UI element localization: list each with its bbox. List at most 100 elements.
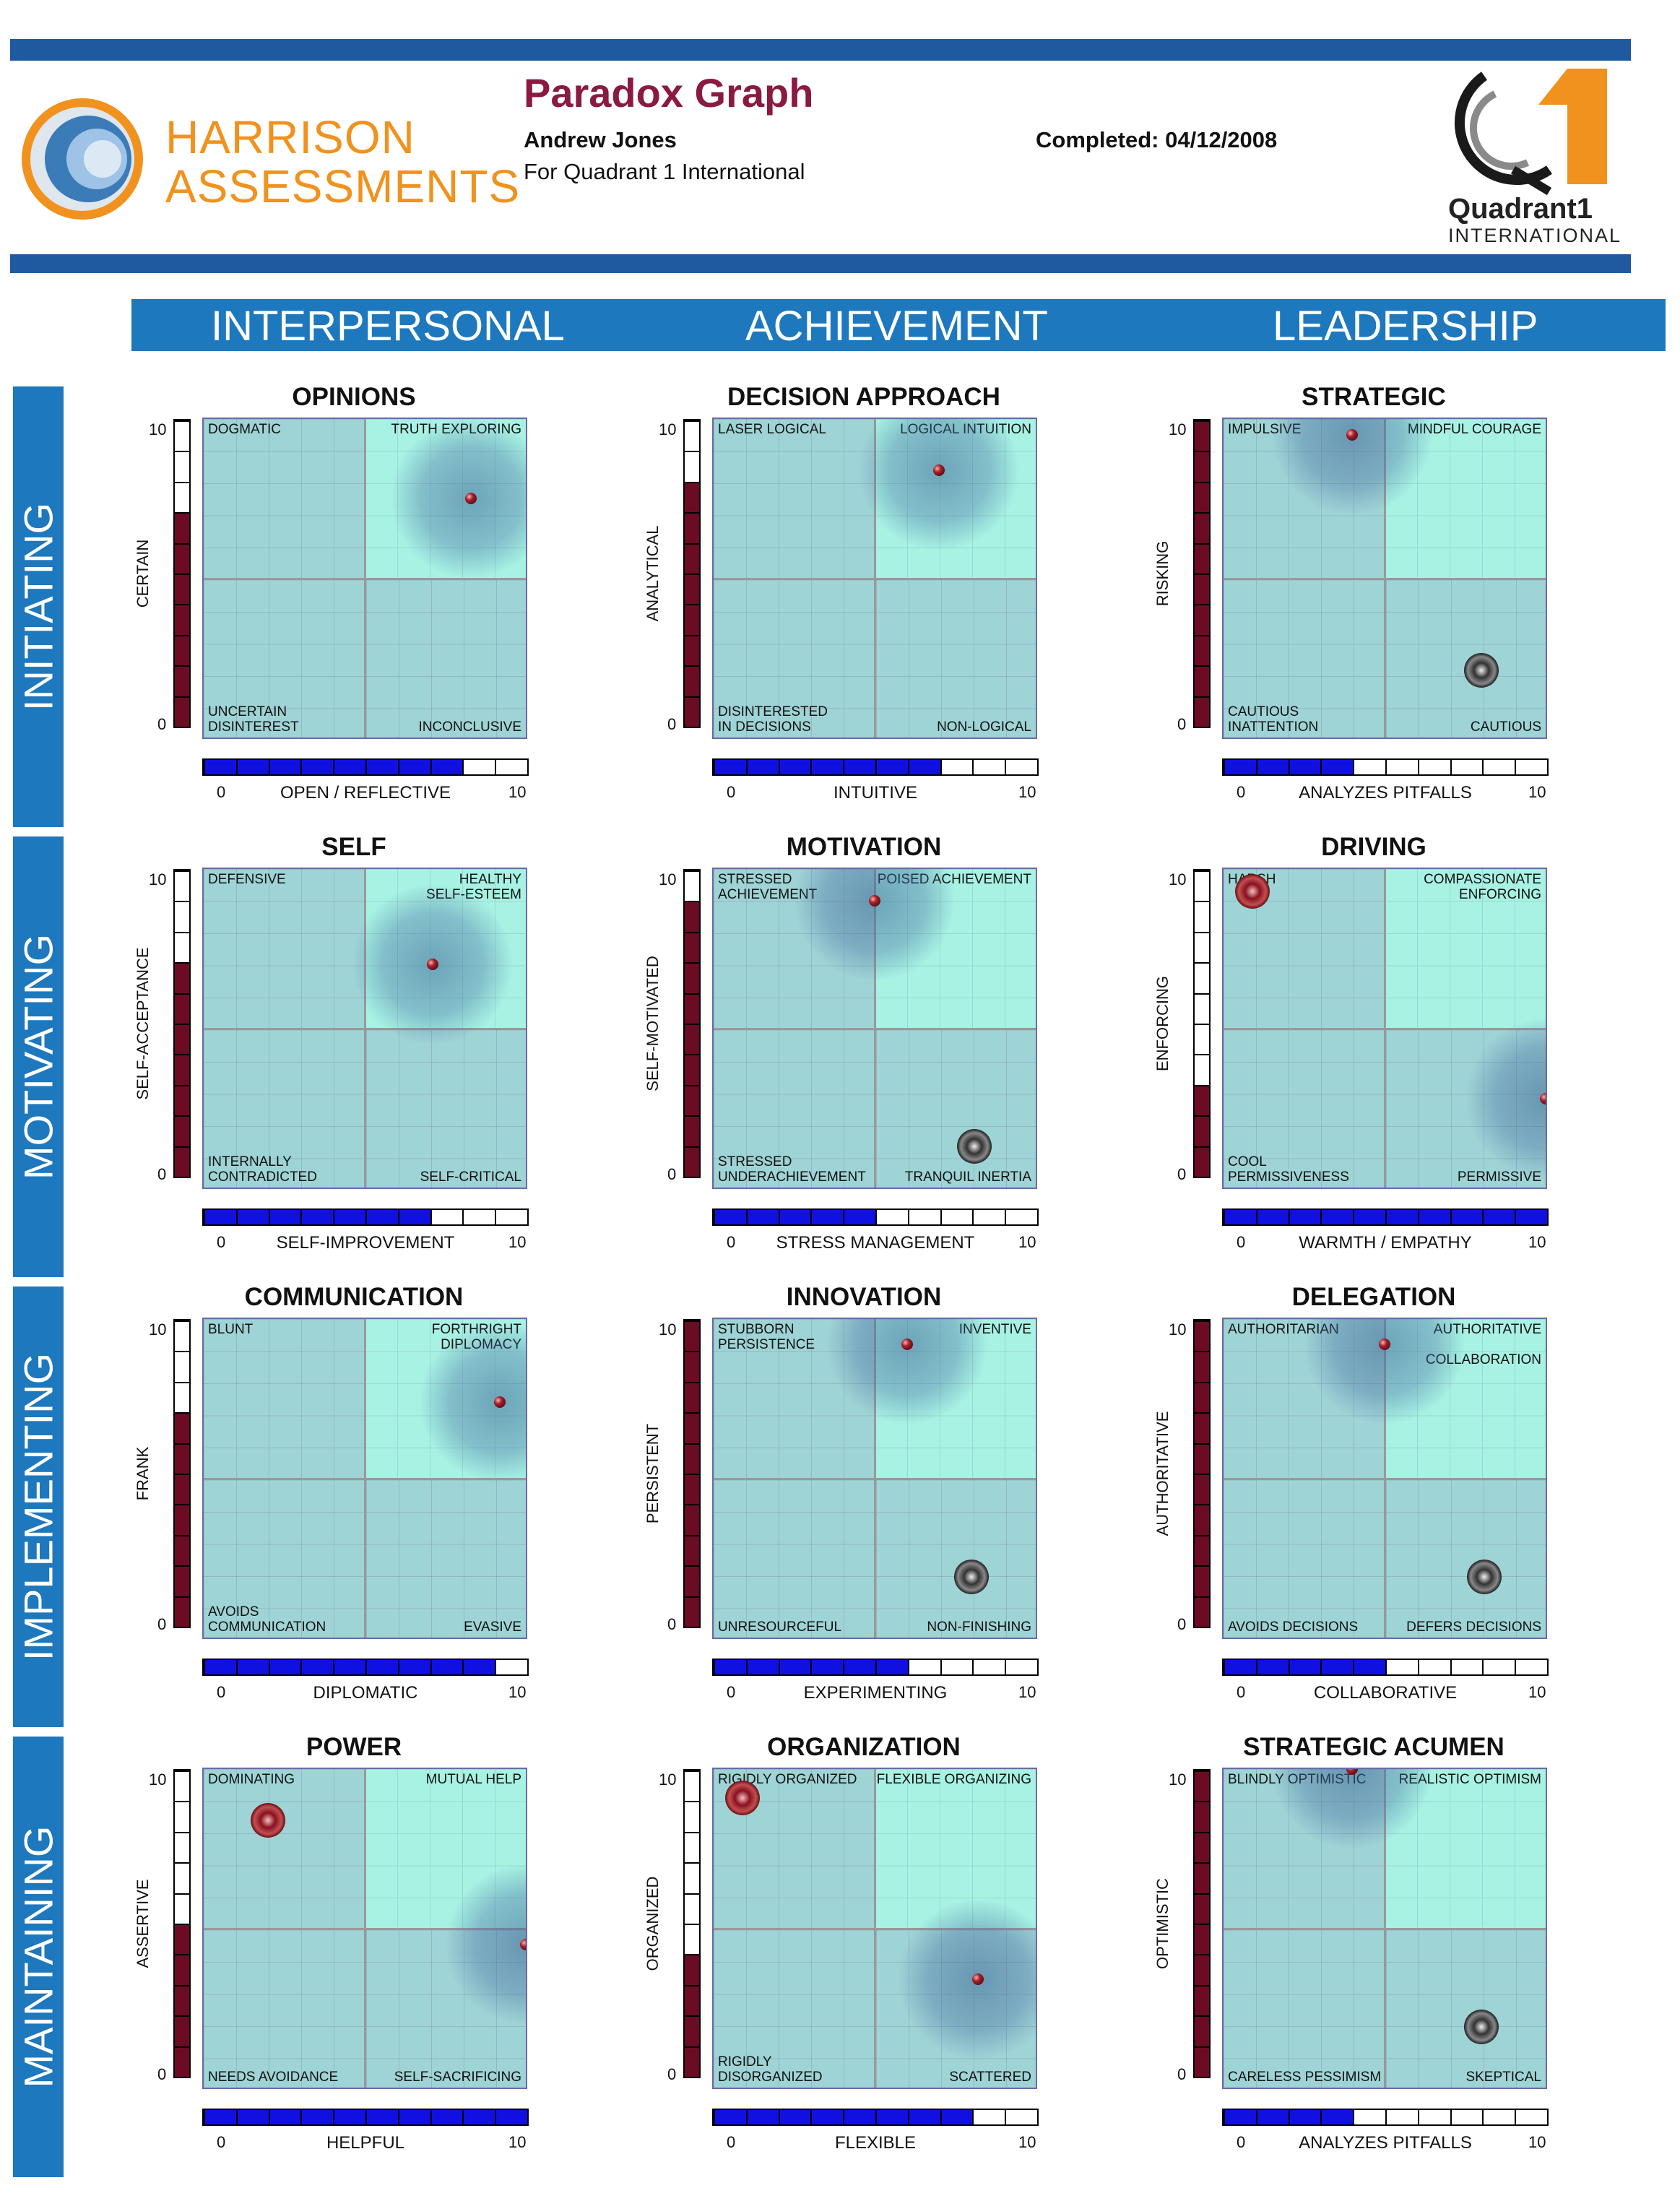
score-point xyxy=(971,1973,984,1986)
score-point xyxy=(933,464,945,476)
y-axis-label: ANALYTICAL xyxy=(644,525,662,622)
y-axis-label: FRANK xyxy=(134,1446,152,1501)
y-axis-max: 10 xyxy=(659,1320,677,1339)
paradox-panel: DELEGATION 10 0 AUTHORITATIVE AUTHORITAR… xyxy=(1153,1283,1583,1703)
x-axis-max: 10 xyxy=(508,1233,527,1251)
paradox-panel: STRATEGIC 10 0 RISKING IMPULSIVE MINDFUL… xyxy=(1153,383,1583,803)
quadrant-label-top-left: DEFENSIVE xyxy=(208,872,286,887)
y-axis-min: 0 xyxy=(667,2065,677,2083)
panel-title: INNOVATION xyxy=(786,1283,942,1311)
harrison-assessments-logo: HARRISON ASSESSMENTS xyxy=(17,94,519,224)
quadrant-label-bottom-left: DISINTERESTED IN DECISIONS xyxy=(718,704,828,735)
paradox-panel: DECISION APPROACH 10 0 ANALYTICAL LASER … xyxy=(644,383,1073,803)
x-axis-min: 0 xyxy=(1237,2133,1246,2151)
quadrant-label-bottom-right: SELF-CRITICAL xyxy=(420,1169,521,1185)
x-axis-min: 0 xyxy=(217,1683,226,1701)
x-axis-label: SELF-IMPROVEMENT xyxy=(276,1233,455,1253)
score-point xyxy=(1346,429,1359,441)
x-axis-min: 0 xyxy=(1237,1683,1246,1701)
quadrant-label-bottom-left: CAUTIOUS INATTENTION xyxy=(1228,704,1319,735)
vertical-score-bar xyxy=(173,869,191,1178)
x-axis-label: STRESS MANAGEMENT xyxy=(776,1233,975,1253)
quadrant-label-top-right: MUTUAL HELP xyxy=(425,1772,521,1787)
quadrant-label-bottom-left: RIGIDLY DISORGANIZED xyxy=(718,2054,823,2085)
panel-title: DELEGATION xyxy=(1291,1283,1456,1311)
y-axis-label: ORGANIZED xyxy=(644,1876,662,1971)
quadrant-label-top-left: STUBBORN PERSISTENCE xyxy=(718,1322,815,1352)
vertical-score-fill xyxy=(175,1412,189,1627)
quadrant-label-bottom-right: SKEPTICAL xyxy=(1465,2070,1541,2085)
x-axis-max: 10 xyxy=(1018,783,1036,801)
quadrant-label-bottom-right: CAUTIOUS xyxy=(1470,719,1541,735)
horizontal-score-bar xyxy=(202,1208,529,1226)
paradox-swirl-marker xyxy=(1463,653,1499,688)
quadrant-label-top-left: LASER LOGICAL xyxy=(718,422,826,437)
row-header-initiating: INITIATING xyxy=(13,386,64,827)
x-axis-min: 0 xyxy=(727,1683,736,1701)
quadrant-label-bottom-left: COOL PERMISSIVENESS xyxy=(1228,1154,1349,1185)
quadrant-label-top-left: DOGMATIC xyxy=(208,422,281,437)
x-axis-label: DIPLOMATIC xyxy=(313,1683,418,1703)
x-axis-min: 0 xyxy=(727,1233,736,1251)
score-cloud xyxy=(1466,1019,1546,1178)
y-axis-label: SELF-MOTIVATED xyxy=(644,956,662,1091)
quadrant-grid: IMPULSIVE MINDFUL COURAGE CAUTIOUS INATT… xyxy=(1222,418,1547,739)
quadrant-label-bottom-left: UNCERTAIN DISINTEREST xyxy=(208,704,299,735)
y-axis-max: 10 xyxy=(659,420,677,438)
quadrant-label-top-right: COMPASSIONATE ENFORCING xyxy=(1424,872,1541,902)
column-header-leadership: LEADERSHIP xyxy=(1273,303,1538,350)
q1-logo-name: Quadrant1 xyxy=(1448,193,1593,225)
x-axis-max: 10 xyxy=(1528,1233,1546,1251)
top-rule xyxy=(10,39,1631,61)
vertical-score-bar xyxy=(1193,869,1211,1178)
y-axis-label: RISKING xyxy=(1153,540,1172,607)
y-axis-label: AUTHORITATIVE xyxy=(1153,1411,1172,1536)
quadrant-label-top-right: FLEXIBLE ORGANIZING xyxy=(876,1772,1031,1787)
y-axis-max: 10 xyxy=(1169,870,1187,888)
quadrant-label-top-left: BLUNT xyxy=(208,1322,254,1337)
vertical-score-bar xyxy=(173,419,191,728)
score-point xyxy=(1346,1769,1359,1775)
y-axis-max: 10 xyxy=(1169,1770,1187,1789)
y-axis-label: CERTAIN xyxy=(134,539,152,608)
x-axis-label: WARMTH / EMPATHY xyxy=(1299,1233,1472,1253)
horizontal-score-fill xyxy=(714,1210,875,1224)
panel-title: OPINIONS xyxy=(292,383,416,411)
panel-title: MOTIVATION xyxy=(786,833,942,861)
horizontal-score-bar xyxy=(1222,758,1549,776)
y-axis-label: ASSERTIVE xyxy=(134,1879,152,1968)
y-axis-max: 10 xyxy=(149,1770,167,1789)
horizontal-score-bar xyxy=(202,758,529,776)
x-axis-label: ANALYZES PITFALLS xyxy=(1299,2133,1472,2153)
page-title: Paradox Graph xyxy=(524,70,814,116)
y-axis-max: 10 xyxy=(659,870,677,888)
y-axis-max: 10 xyxy=(1169,1320,1187,1339)
x-axis-max: 10 xyxy=(1528,2133,1546,2151)
x-axis-min: 0 xyxy=(217,1233,226,1251)
top-right-quadrant xyxy=(1385,869,1546,1029)
horizontal-score-bar xyxy=(712,2109,1039,2126)
top-right-quadrant xyxy=(1385,1769,1546,1929)
paradox-panel: POWER 10 0 ASSERTIVE DOMINATING MUTUAL H… xyxy=(134,1733,563,2153)
row-header-maintaining: MAINTAINING xyxy=(13,1737,64,2177)
x-axis-label: INTUITIVE xyxy=(833,783,917,803)
paradox-panel: INNOVATION 10 0 PERSISTENT STUBBORN PERS… xyxy=(644,1283,1073,1703)
vertical-score-fill xyxy=(175,1924,189,2077)
x-axis-max: 10 xyxy=(508,783,527,801)
horizontal-score-fill xyxy=(1224,1660,1385,1674)
score-point xyxy=(494,1396,506,1408)
x-axis-min: 0 xyxy=(1237,1233,1246,1251)
x-axis-max: 10 xyxy=(1018,2133,1036,2151)
quadrant-label-bottom-right: INCONCLUSIVE xyxy=(418,719,521,735)
x-axis-min: 0 xyxy=(727,783,736,801)
horizontal-score-fill xyxy=(714,760,940,774)
vertical-score-bar xyxy=(1193,1319,1211,1628)
horizontal-score-bar xyxy=(712,1208,1039,1226)
quadrant-label-bottom-left: AVOIDS COMMUNICATION xyxy=(208,1604,326,1635)
x-axis-max: 10 xyxy=(1528,1683,1546,1701)
q1-logo-sub: INTERNATIONAL xyxy=(1448,225,1622,246)
paradox-panel: ORGANIZATION 10 0 ORGANIZED RIGIDLY ORGA… xyxy=(644,1733,1073,2153)
bottom-rule xyxy=(10,254,1631,273)
score-point xyxy=(901,1339,913,1351)
vertical-score-bar xyxy=(683,1319,701,1628)
